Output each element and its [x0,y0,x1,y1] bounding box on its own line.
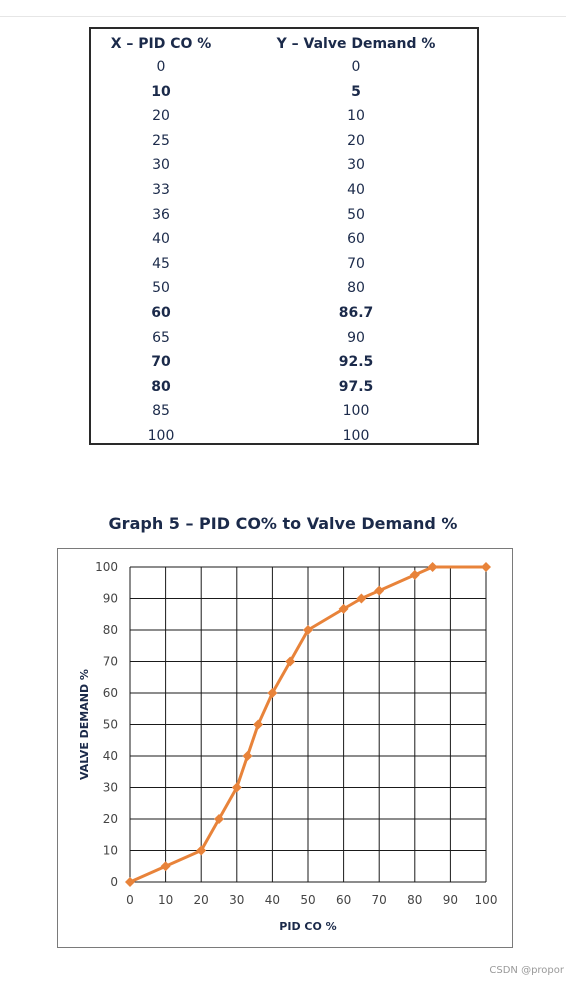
table-cell-x: 10 [151,83,171,100]
data-point-marker [427,562,438,572]
table-cell-y: 100 [342,428,370,444]
table-cell-y: 10 [347,108,365,125]
table-cell-y: 5 [351,83,361,100]
y-tick-label: 50 [103,718,118,732]
x-axis-label: PID CO % [279,920,336,933]
y-axis-label: VALVE DEMAND % [78,669,91,780]
y-tick-label: 20 [103,812,118,826]
y-tick-label: 80 [103,623,118,637]
table-cell-y: 92.5 [338,354,374,371]
data-point-marker [374,585,385,596]
x-tick-label: 90 [443,893,458,907]
x-tick-label: 50 [300,893,315,907]
table-cell-x: 85 [152,403,170,420]
x-tick-label: 70 [372,893,387,907]
x-tick-label: 100 [475,893,498,907]
table-cell-x: 100 [147,428,175,444]
table-cell-x: 25 [152,132,170,149]
x-tick-label: 20 [194,893,209,907]
table-cell-y: 70 [347,255,365,272]
table-cell-y: 40 [347,182,365,198]
data-point-marker [160,861,171,872]
table-cell-x: 80 [151,378,171,395]
data-point-marker [481,562,491,572]
data-point-marker [125,877,135,887]
x-tick-label: 80 [407,893,422,907]
table-cell-x: 60 [151,305,171,321]
x-tick-label: 40 [265,893,280,907]
table-header-y: Y – Valve Demand % [276,36,436,52]
table-cell-y: 20 [347,132,365,149]
data-point-marker [409,569,420,580]
data-point-marker [338,603,349,614]
table-cell-x: 65 [152,329,170,346]
data-point-marker [267,688,278,698]
data-point-marker [214,814,224,824]
table-cell-x: 36 [152,206,170,223]
data-point-marker [285,656,296,667]
data-point-marker [231,782,242,793]
data-point-marker [356,593,367,604]
table-cell-y: 60 [347,231,365,248]
series-line [129,565,486,884]
watermark: CSDN @propor [489,965,564,976]
chart-title: Graph 5 – PID CO% to Valve Demand % [108,514,458,533]
y-tick-label: 10 [103,844,118,858]
table-cell-y: 30 [347,157,365,174]
table-cell-y: 86.7 [338,305,374,321]
table-cell-y: 90 [347,329,365,346]
table-cell-y: 50 [347,206,365,223]
line-chart: 0 10 20 30 40 50 60 70 80 90 100 0 10 20 30 40 50 60 70 80 9… [78,560,498,933]
chart-frame: 0 10 20 30 40 50 60 70 80 90 100 0 10 20 30 40 50 60 70 80 9… [57,548,513,948]
data-table: X – PID CO % Y – Valve Demand % 0 0 10 5 20 1… [89,27,479,445]
x-tick-label: 60 [336,893,351,907]
top-divider [0,16,566,17]
table-cell-x: 50 [152,280,170,297]
y-tick-label: 40 [103,749,118,763]
y-tick-label: 30 [103,781,118,795]
table-cell-x: 33 [152,182,170,198]
table-cell-y: 0 [351,59,361,75]
x-tick-label: 0 [126,893,134,907]
table-cell-x: 45 [152,255,170,272]
table-cell-x: 70 [151,354,171,371]
y-tick-label: 60 [103,686,118,700]
data-point-marker [196,845,207,856]
data-point-marker [242,751,253,761]
data-point-marker [253,719,264,730]
table-cell-y: 80 [347,280,365,297]
table-cell-y: 97.5 [338,378,374,395]
y-tick-label: 70 [103,655,118,669]
table-cell-y: 100 [342,403,370,420]
y-tick-label: 0 [110,875,118,889]
x-tick-label: 30 [229,893,244,907]
y-tick-label: 90 [103,592,118,606]
table-cell-x: 0 [156,59,166,75]
x-tick-label: 10 [158,893,173,907]
table-header-x: X – PID CO % [110,36,212,52]
y-tick-label: 100 [95,560,118,574]
table-cell-x: 20 [152,108,170,125]
data-point-marker [303,625,313,635]
table-cell-x: 30 [152,157,170,174]
table-cell-x: 40 [152,231,170,248]
